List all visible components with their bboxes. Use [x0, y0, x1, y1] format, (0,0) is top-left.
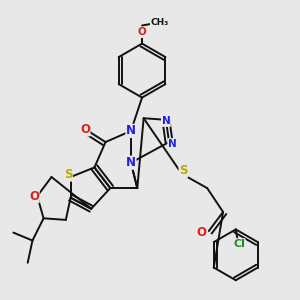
Text: N: N [126, 156, 136, 169]
Text: S: S [64, 168, 72, 181]
Text: Cl: Cl [233, 239, 245, 249]
Text: O: O [138, 28, 146, 38]
Text: O: O [29, 190, 39, 202]
Text: N: N [161, 116, 170, 126]
Text: O: O [197, 226, 207, 239]
Text: CH₃: CH₃ [150, 18, 169, 27]
Text: O: O [80, 123, 90, 136]
Text: N: N [168, 139, 177, 148]
Text: S: S [179, 164, 188, 177]
Text: N: N [126, 124, 136, 137]
